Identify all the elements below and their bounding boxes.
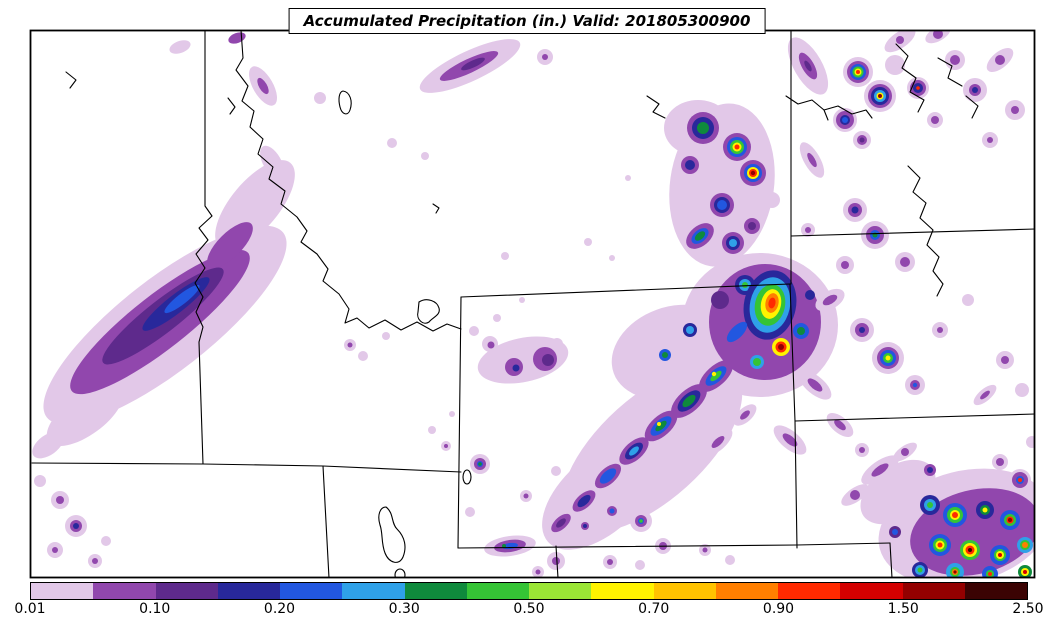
small-lake-montana: [432, 203, 440, 214]
lake-sakakawea: [937, 57, 979, 119]
colorbar-tick-3: 0.30: [388, 601, 420, 617]
colorbar-segment-9: [529, 583, 592, 599]
precip-southwest-wyoming-cluster: [344, 297, 569, 434]
border-montana-wyoming: [460, 283, 791, 298]
border-southdakota-nebraska: [794, 413, 1035, 422]
state-borders: [31, 30, 1035, 578]
precip-colorado-cluster: [841, 436, 1035, 578]
colorbar-segment-1: [31, 583, 94, 599]
border-idaho-montana: [235, 30, 462, 332]
fort-peck-lake: [785, 95, 873, 121]
colorbar-segment-3: [155, 583, 218, 599]
colorbar-tick-0: 0.01: [14, 601, 46, 617]
colorbar-segment-12: [715, 583, 778, 599]
colorbar-tick-1: 0.10: [139, 601, 171, 617]
colorbar-segment-16: [964, 583, 1027, 599]
colorbar-segment-2: [93, 583, 156, 599]
colorbar-ticks: 0.01 0.10 0.20 0.30 0.50 0.70 0.90 1.50 …: [14, 601, 1043, 623]
colorbar-tick-5: 0.70: [638, 601, 670, 617]
border-idaho-west: [194, 30, 213, 465]
colorbar-tick-7: 1.50: [887, 601, 919, 617]
colorbar-segment-6: [342, 583, 405, 599]
colorbar-segment-10: [591, 583, 654, 599]
pend-oreille-lake: [227, 97, 236, 115]
border-lat42: [31, 462, 462, 473]
yellowstone-lake: [417, 299, 440, 324]
flathead-lake: [338, 90, 352, 115]
border-nevada-utah: [322, 465, 330, 578]
colorbar-segment-13: [778, 583, 841, 599]
small-lake-washington: [65, 71, 77, 89]
great-salt-lake: [378, 506, 406, 563]
border-colorado-east: [889, 542, 893, 578]
precip-main-band-north: [664, 100, 780, 267]
colorbar-segment-14: [840, 583, 903, 599]
missouri-river-southdakota: [907, 165, 944, 297]
precip-layer: [32, 30, 1035, 578]
rivers-lakes: [65, 43, 979, 578]
colorbar-tick-8: 2.50: [1012, 601, 1044, 617]
colorbar-segment-5: [280, 583, 343, 599]
map-title-text: Accumulated Precipitation (in.) Valid: 2…: [303, 12, 751, 30]
milk-river: [646, 95, 666, 119]
border-lat41: [457, 542, 891, 549]
colorbar-segment-8: [466, 583, 529, 599]
precip-southdakota-cluster: [801, 198, 1029, 406]
precip-montana-top-streak: [314, 39, 631, 261]
border-northdakota-southdakota: [790, 228, 1035, 237]
precip-idaho-band: [32, 32, 295, 459]
colorbar-segments: [30, 582, 1028, 600]
precip-northeast-cluster: [787, 30, 1025, 178]
border-wyoming-west: [457, 296, 462, 549]
colorbar-tick-4: 0.50: [513, 601, 545, 617]
colorbar-tick-2: 0.20: [263, 601, 296, 617]
colorbar-segment-11: [653, 583, 716, 599]
utah-lake: [394, 568, 406, 578]
border-utah-colorado: [555, 545, 559, 578]
precip-main-band-southwest: [542, 360, 869, 550]
colorbar-segment-15: [902, 583, 965, 599]
precip-nevada-scatter: [34, 475, 111, 568]
colorbar-segment-7: [404, 583, 467, 599]
missouri-river-north: [895, 43, 925, 113]
bear-lake: [462, 469, 472, 485]
colorbar-segment-4: [217, 583, 280, 599]
map-title-box: Accumulated Precipitation (in.) Valid: 2…: [288, 8, 766, 34]
precip-main-band-core: [611, 253, 838, 400]
colorbar-tick-6: 0.90: [762, 601, 795, 617]
